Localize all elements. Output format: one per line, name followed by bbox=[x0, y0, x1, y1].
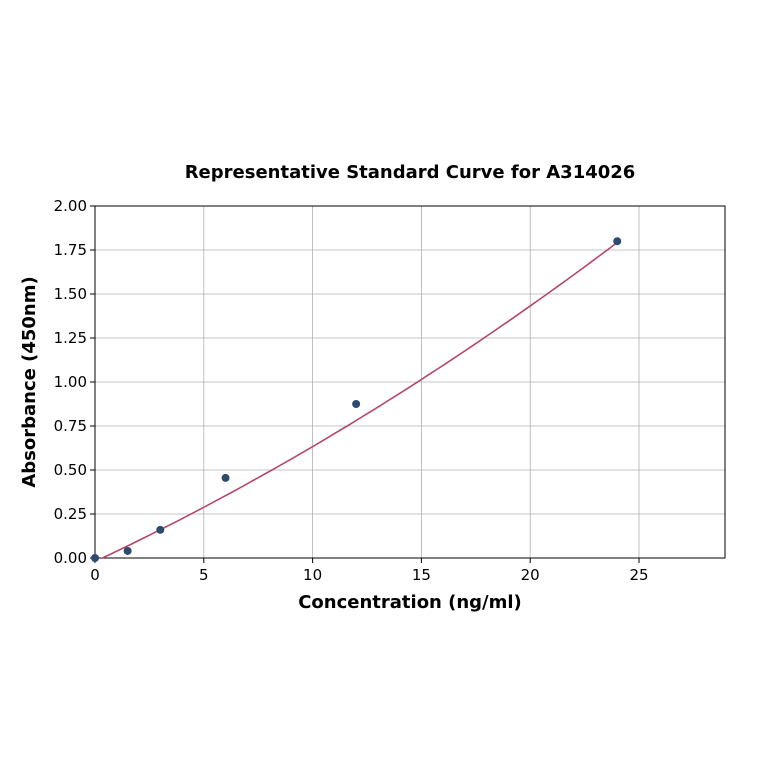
y-tick-label: 1.50 bbox=[54, 285, 87, 303]
y-tick-label: 1.00 bbox=[54, 373, 87, 391]
y-tick-label: 0.00 bbox=[54, 549, 87, 567]
data-point bbox=[156, 525, 165, 534]
data-point bbox=[352, 400, 361, 408]
data-point bbox=[91, 554, 99, 562]
y-axis-label: Absorbance (450nm) bbox=[19, 276, 40, 487]
y-tick-label: 1.25 bbox=[54, 329, 87, 347]
x-axis-label: Concentration (ng/ml) bbox=[298, 592, 522, 613]
y-tick-label: 0.75 bbox=[54, 417, 87, 435]
y-tick-label: 2.00 bbox=[54, 197, 87, 215]
y-tick-label: 0.50 bbox=[54, 461, 87, 479]
y-tick-label: 1.75 bbox=[54, 241, 87, 259]
x-tick-label: 25 bbox=[629, 566, 648, 584]
x-tick-label: 5 bbox=[199, 566, 209, 584]
y-tick-label: 0.25 bbox=[54, 505, 87, 523]
data-point bbox=[123, 546, 132, 555]
data-point bbox=[613, 237, 622, 246]
axis-ticks: 0 5 10 15 20 25 0.00 0.25 0.50 0.75 1.00 1.25 1.50 1.… bbox=[54, 197, 649, 584]
chart-title: Representative Standard Curve for A31402… bbox=[185, 162, 636, 183]
x-tick-label: 20 bbox=[521, 566, 540, 584]
x-tick-label: 15 bbox=[412, 566, 431, 584]
data-point bbox=[221, 473, 230, 482]
data-points bbox=[91, 237, 622, 562]
grid-lines bbox=[94, 205, 725, 559]
fit-curve bbox=[101, 241, 618, 560]
x-tick-label: 10 bbox=[303, 566, 322, 584]
x-tick-label: 0 bbox=[90, 566, 100, 584]
